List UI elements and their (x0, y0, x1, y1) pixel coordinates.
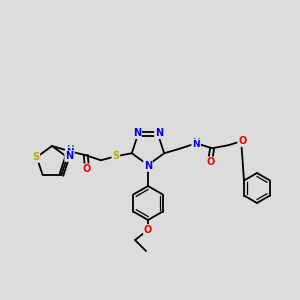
Text: N: N (65, 151, 73, 161)
Text: O: O (206, 157, 214, 167)
Text: H: H (192, 138, 200, 147)
Text: O: O (83, 164, 91, 174)
Text: S: S (112, 151, 119, 161)
Text: S: S (32, 152, 39, 162)
Text: N: N (133, 128, 141, 138)
Text: H: H (66, 145, 74, 154)
Text: N: N (144, 161, 152, 171)
Text: N: N (155, 128, 163, 138)
Text: N: N (66, 148, 74, 157)
Text: N: N (192, 140, 200, 149)
Text: O: O (238, 136, 246, 146)
Text: O: O (144, 225, 152, 235)
